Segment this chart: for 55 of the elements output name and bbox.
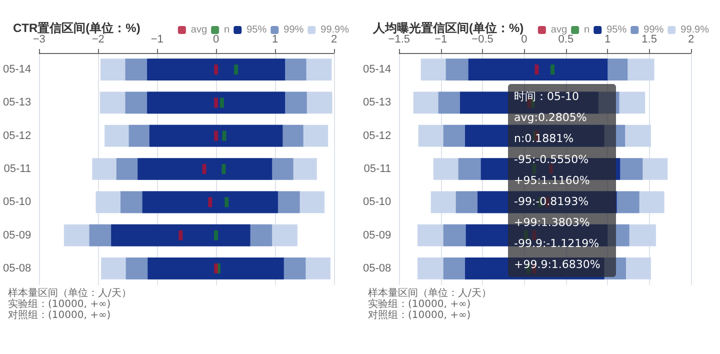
annotation: -99:-0.8193% bbox=[514, 194, 590, 210]
legend-label: 99.9% bbox=[680, 24, 710, 36]
legend-label: avg bbox=[550, 24, 568, 36]
x-tick-label: 1 bbox=[604, 34, 611, 46]
x-tick-label: 0 bbox=[212, 34, 220, 46]
legend-label: 95% bbox=[246, 24, 267, 36]
x-tick-label: 1 bbox=[272, 34, 278, 46]
y-tick-label: 05-13 bbox=[2, 96, 32, 109]
x-tick-label: −1.5 bbox=[388, 34, 410, 46]
x-tick-label: −1 bbox=[150, 34, 164, 46]
y-tick-label: 05-10 bbox=[2, 196, 32, 208]
legend-label: 99% bbox=[284, 24, 304, 36]
annotation: n:0.1881% bbox=[514, 131, 575, 147]
legend-label: 95% bbox=[606, 24, 627, 36]
y-tick-label: 05-11 bbox=[364, 163, 392, 175]
annotation: +99:1.3803% bbox=[514, 215, 591, 231]
legend-label: n bbox=[224, 24, 230, 36]
y-tick-label: 05-08 bbox=[362, 262, 392, 274]
x-tick-label: −1 bbox=[434, 34, 448, 46]
text: 样本量区间（单位：人/天） bbox=[8, 288, 132, 299]
text: 样本量区间（单位：人/天） bbox=[368, 288, 492, 299]
chart-title: 人均曝光置信区间(单位：%) bbox=[372, 21, 524, 35]
x-tick-label: −3 bbox=[32, 34, 46, 46]
annotation: -95:-0.5550% bbox=[514, 152, 590, 168]
legend-label: n bbox=[584, 24, 590, 36]
legend-label: avg bbox=[190, 24, 208, 36]
y-tick-label: 05-12 bbox=[2, 130, 32, 142]
x-tick-label: 2 bbox=[688, 34, 694, 46]
y-tick-label: 05-13 bbox=[362, 96, 392, 109]
y-tick-label: 05-09 bbox=[362, 229, 392, 242]
annotation: 时间：05-10 bbox=[514, 89, 580, 105]
x-tick-label: −0.5 bbox=[472, 34, 494, 46]
chart-title: CTR置信区间(单位：%) bbox=[13, 21, 140, 35]
x-tick-label: 0.5 bbox=[558, 34, 574, 46]
text: 实验组：(10000, +∞) bbox=[368, 299, 472, 310]
annotation: -99.9:-1.1219% bbox=[514, 236, 600, 252]
y-tick-label: 05-08 bbox=[2, 262, 32, 274]
legend-label: 99% bbox=[644, 24, 664, 36]
x-tick-label: 1.5 bbox=[642, 34, 657, 46]
annotation: +99.9:1.6830% bbox=[514, 257, 602, 273]
y-tick-label: 05-14 bbox=[2, 64, 32, 76]
y-tick-label: 05-14 bbox=[362, 64, 392, 76]
text: 实验组：(10000, +∞) bbox=[8, 299, 112, 310]
legend-label: 99.9% bbox=[320, 24, 350, 36]
y-tick-label: 05-10 bbox=[362, 196, 392, 208]
text: 对照组：(10000, +∞) bbox=[8, 310, 112, 321]
y-tick-label: 05-11 bbox=[4, 163, 32, 175]
x-tick-label: 2 bbox=[330, 34, 338, 46]
y-tick-label: 05-12 bbox=[362, 130, 392, 142]
x-tick-label: −2 bbox=[92, 34, 104, 46]
x-tick-label: 0 bbox=[521, 34, 528, 46]
annotation: +95:1.1160% bbox=[514, 173, 591, 189]
text: 对照组：(10000, +∞) bbox=[368, 310, 472, 321]
annotation: avg:0.2805% bbox=[514, 110, 588, 126]
y-tick-label: 05-09 bbox=[2, 229, 32, 242]
